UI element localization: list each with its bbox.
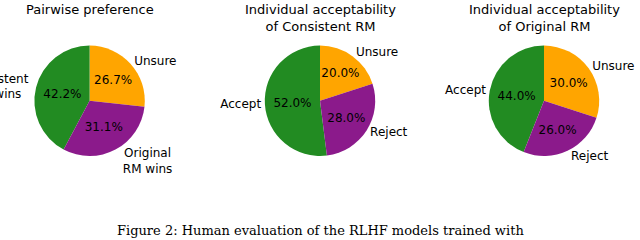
svg-text:Figure 2: Human evaluation of: Figure 2: Human evaluation of the RLHF m… <box>117 223 524 238</box>
svg-text:20.0%: 20.0% <box>321 66 359 80</box>
svg-text:28.0%: 28.0% <box>327 111 365 125</box>
svg-text:26.7%: 26.7% <box>94 73 132 87</box>
svg-text:Unsure: Unsure <box>356 45 398 59</box>
svg-text:26.0%: 26.0% <box>539 123 577 137</box>
svg-text:Reject: Reject <box>370 125 407 139</box>
svg-text:52.0%: 52.0% <box>273 96 311 110</box>
svg-text:42.2%: 42.2% <box>43 87 81 101</box>
svg-text:Individual acceptabilityof Ori: Individual acceptabilityof Original RM <box>469 2 620 34</box>
svg-text:ConsistentRM wins: ConsistentRM wins <box>0 72 29 102</box>
svg-text:Accept: Accept <box>445 83 486 97</box>
svg-text:Unsure: Unsure <box>134 54 176 68</box>
svg-text:Reject: Reject <box>571 149 608 163</box>
svg-text:44.0%: 44.0% <box>498 89 536 103</box>
svg-text:OriginalRM wins: OriginalRM wins <box>123 146 173 176</box>
svg-text:Accept: Accept <box>220 97 261 111</box>
svg-text:31.1%: 31.1% <box>85 120 123 134</box>
svg-text:Pairwise preference: Pairwise preference <box>26 2 154 17</box>
svg-text:Unsure: Unsure <box>592 59 634 73</box>
svg-text:Individual acceptabilityof Con: Individual acceptabilityof Consistent RM <box>245 2 396 34</box>
svg-text:30.0%: 30.0% <box>550 76 588 90</box>
